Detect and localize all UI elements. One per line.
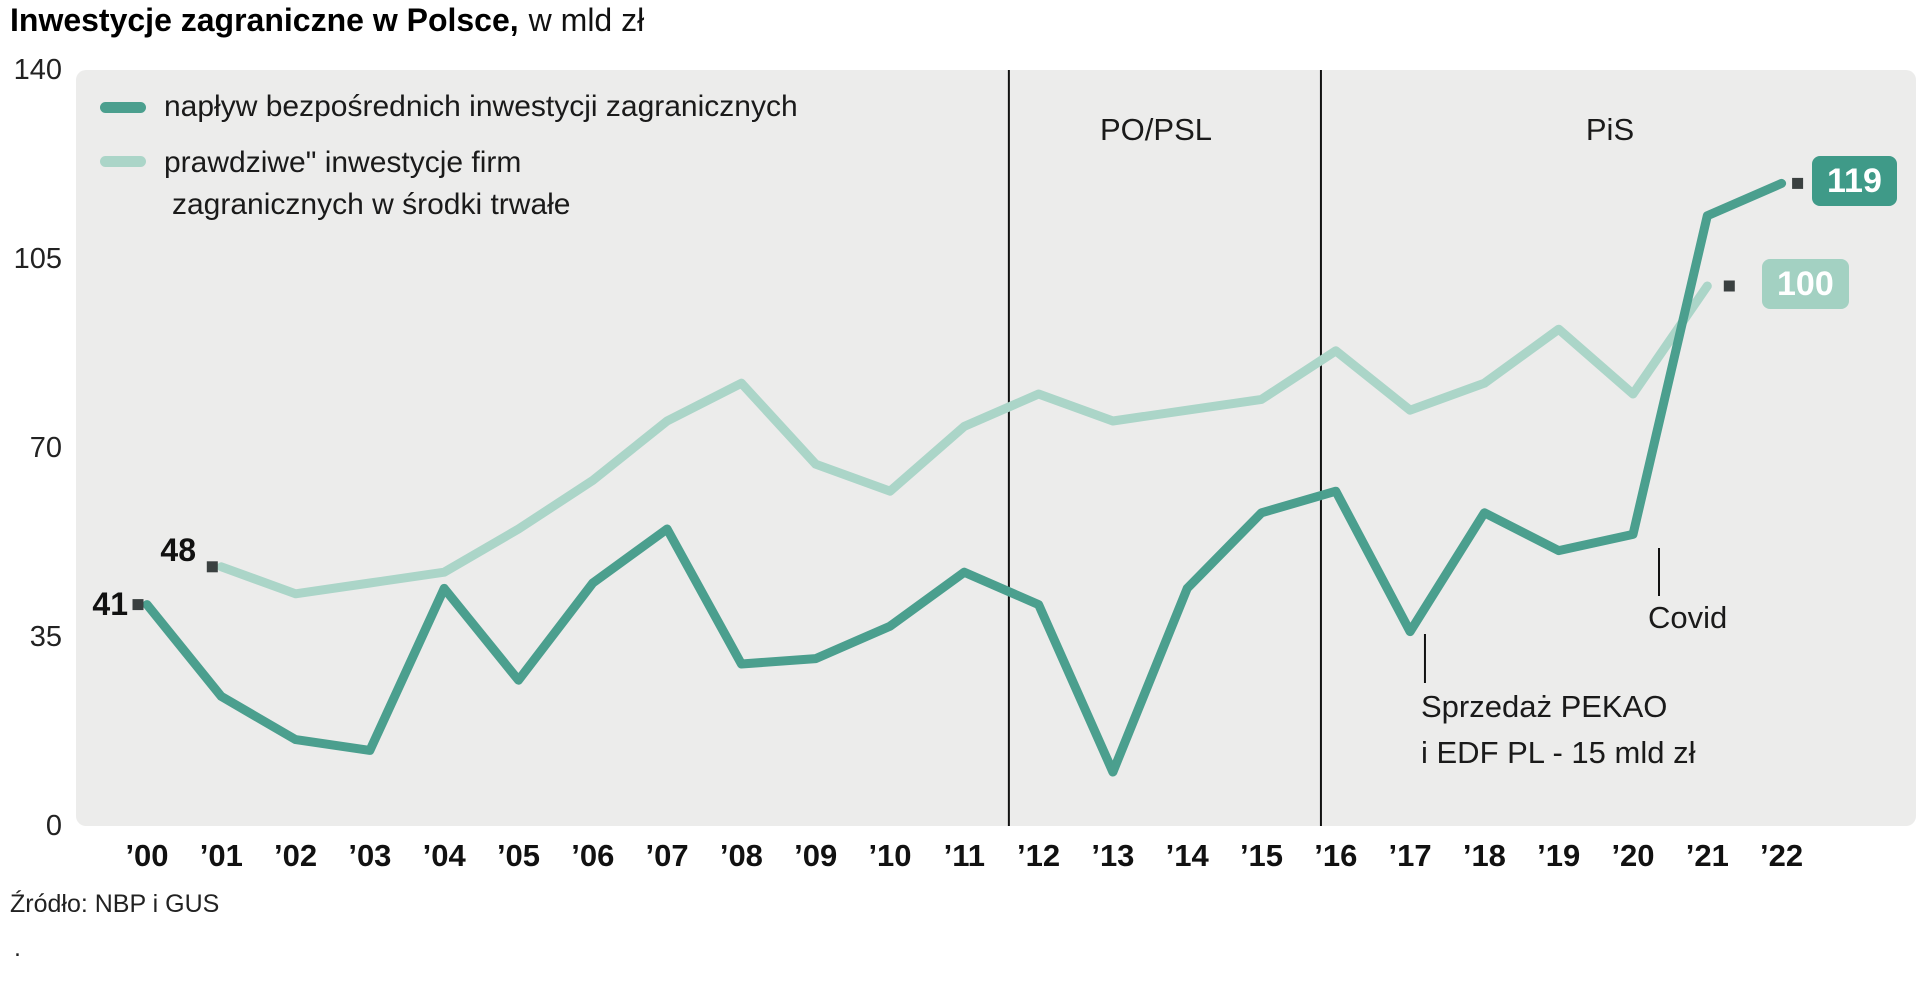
- data-point-marker: [1792, 177, 1804, 189]
- chart-legend: napływ bezpośrednich inwestycji zagranic…: [100, 86, 798, 240]
- legend-label-fixed-investments: prawdziwe" inwestycje firm zagranicznych…: [164, 142, 570, 226]
- annotation-pekao-line1: Sprzedaż PEKAO: [1421, 689, 1668, 724]
- page-title-main: Inwestycje zagraniczne w Polsce,: [10, 2, 519, 38]
- data-point-marker: [132, 599, 144, 611]
- legend-label-fixed-line2: zagranicznych w środki trwałe: [172, 188, 571, 221]
- period-label-pis: PiS: [1585, 112, 1635, 147]
- annotation-pekao-line2: i EDF PL - 15 mld zł: [1421, 735, 1696, 770]
- source-note: Źródło: NBP i GUS: [10, 890, 220, 918]
- page-title: Inwestycje zagraniczne w Polsce, w mld zł: [10, 2, 644, 39]
- series-line-fixed-investments: [216, 281, 1712, 599]
- value-label-fixed-start: 48: [160, 532, 196, 568]
- data-point-marker: [206, 561, 218, 573]
- series-line-fdi-inflow: [142, 178, 1787, 777]
- data-point-marker: [1723, 280, 1735, 292]
- legend-item-fixed-investments: prawdziwe" inwestycje firm zagranicznych…: [100, 142, 798, 226]
- value-badge-fixed-end: 100: [1762, 259, 1849, 309]
- legend-label-fdi-inflow: napływ bezpośrednich inwestycji zagranic…: [164, 90, 798, 123]
- annotation-pekao: Sprzedaż PEKAO i EDF PL - 15 mld zł: [1421, 684, 1695, 776]
- plot-background: [76, 70, 1916, 826]
- value-label-inflow-start: 41: [92, 586, 128, 622]
- legend-label-fixed-line1: prawdziwe" inwestycje firm: [164, 146, 522, 179]
- period-label-po-psl: PO/PSL: [1100, 112, 1212, 147]
- annotation-covid: Covid: [1648, 600, 1728, 635]
- legend-swatch-fixed-investments: [100, 156, 146, 167]
- legend-swatch-fdi-inflow: [100, 101, 146, 113]
- legend-item-fdi-inflow: napływ bezpośrednich inwestycji zagranic…: [100, 86, 798, 128]
- page-title-unit: w mld zł: [528, 2, 645, 38]
- value-badge-inflow-end: 119: [1812, 156, 1897, 206]
- footnote-dot: .: [14, 934, 21, 962]
